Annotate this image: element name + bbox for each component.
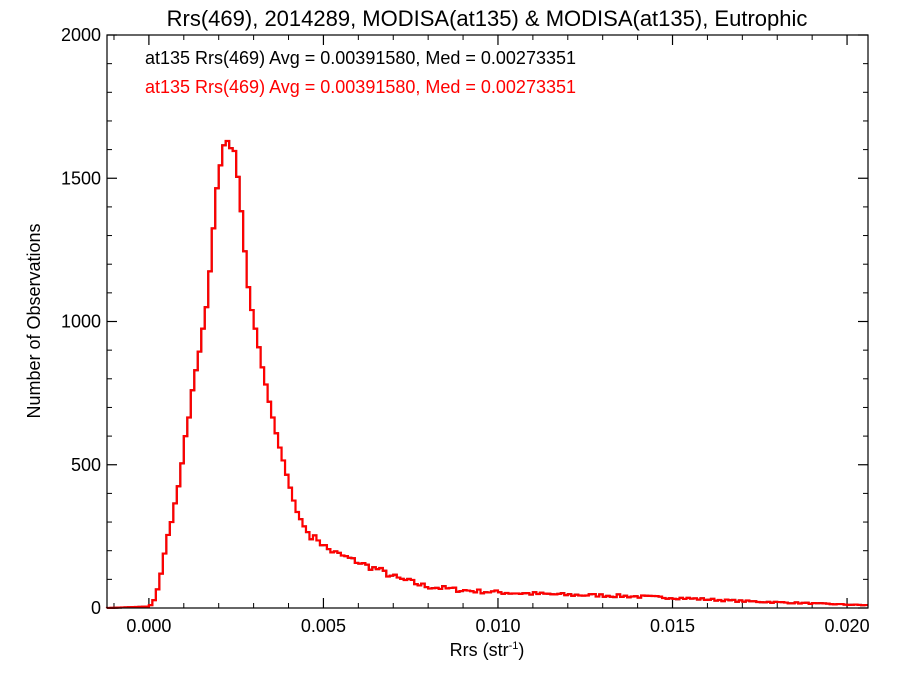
- x-tick-label: 0.015: [650, 616, 695, 636]
- histogram-series-line: [105, 139, 868, 610]
- x-tick-label: 0.010: [475, 616, 520, 636]
- axis-ticks: [107, 34, 868, 609]
- plot-frame: [106, 34, 869, 609]
- annotation-black: at135 Rrs(469) Avg = 0.00391580, Med = 0…: [145, 48, 576, 68]
- x-tick-label: 0.020: [825, 616, 870, 636]
- x-tick-label: 0.005: [301, 616, 346, 636]
- y-tick-label: 2000: [61, 25, 101, 45]
- annotation-red: at135 Rrs(469) Avg = 0.00391580, Med = 0…: [145, 77, 576, 97]
- chart-title: Rrs(469), 2014289, MODISA(at135) & MODIS…: [167, 6, 808, 31]
- y-tick-label: 1500: [61, 168, 101, 188]
- x-tick-label: 0.000: [126, 616, 171, 636]
- y-tick-label: 0: [91, 598, 101, 618]
- y-tick-labels: 0 500 1000 1500 2000: [61, 25, 101, 618]
- x-axis-label-main: Rrs (str: [450, 640, 509, 660]
- x-axis-label-close: ): [518, 640, 524, 660]
- x-tick-labels: 0.000 0.005 0.010 0.015 0.020: [126, 616, 869, 636]
- y-tick-label: 500: [71, 455, 101, 475]
- x-axis-label: Rrs (str-1): [450, 640, 525, 660]
- x-axis-label-superscript: -1: [509, 640, 519, 652]
- histogram-series: [105, 139, 868, 610]
- y-tick-label: 1000: [61, 312, 101, 332]
- y-axis-label: Number of Observations: [24, 223, 44, 418]
